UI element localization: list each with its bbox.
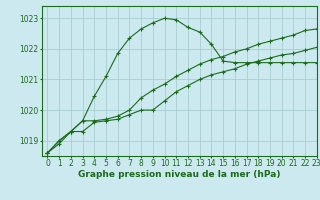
X-axis label: Graphe pression niveau de la mer (hPa): Graphe pression niveau de la mer (hPa) [78,170,280,179]
